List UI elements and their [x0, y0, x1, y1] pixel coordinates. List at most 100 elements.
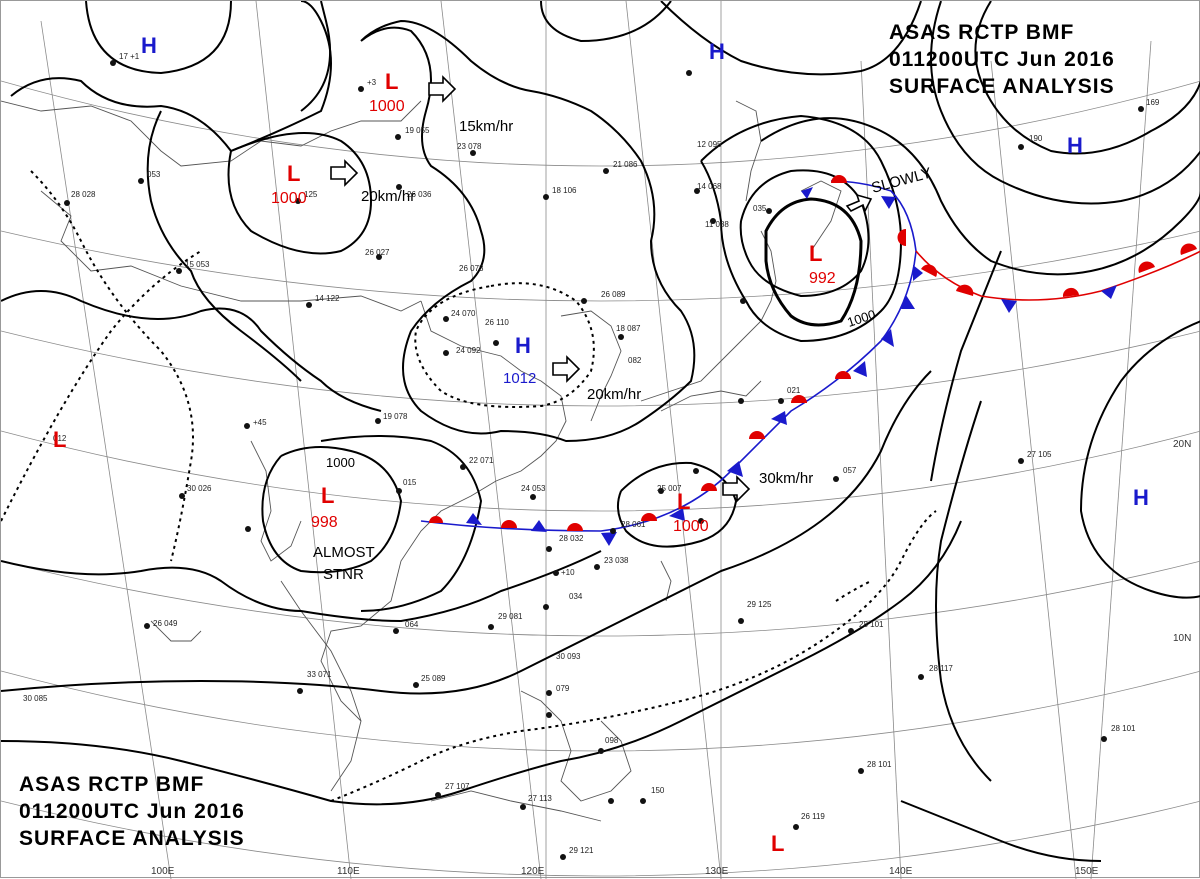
svg-text:1000: 1000 — [271, 190, 307, 207]
svg-text:190: 190 — [1029, 134, 1043, 143]
movement-label: ALMOST — [313, 544, 375, 561]
svg-text:30 085: 30 085 — [23, 694, 48, 703]
svg-text:012: 012 — [53, 434, 67, 443]
svg-text:14 122: 14 122 — [315, 294, 340, 303]
svg-text:082: 082 — [628, 356, 642, 365]
svg-text:26 027: 26 027 — [365, 248, 390, 257]
isobar-label: 1000 — [326, 455, 355, 470]
svg-text:1000: 1000 — [673, 518, 709, 535]
movement-label: 15km/hr — [459, 118, 513, 135]
svg-text:053: 053 — [147, 170, 161, 179]
movement-label: STNR — [323, 566, 364, 583]
svg-text:064: 064 — [405, 620, 419, 629]
pressure-centers: H H H H H L L L L L L L — [53, 33, 1149, 856]
header-line-3: SURFACE ANALYSIS — [889, 75, 1115, 98]
movement-label: 20km/hr — [361, 188, 415, 205]
low-center-marker: L — [809, 241, 822, 266]
svg-text:28 101: 28 101 — [867, 760, 892, 769]
svg-text:098: 098 — [605, 736, 619, 745]
svg-text:27 105: 27 105 — [1027, 450, 1052, 459]
svg-text:+3: +3 — [367, 78, 377, 87]
header-line-2: 011200UTC Jun 2016 — [889, 48, 1115, 71]
station-plots — [64, 60, 1144, 860]
graticule-labels: 100E 110E 120E 130E 140E 150E 20N 10N — [151, 439, 1191, 877]
svg-text:169: 169 — [1146, 98, 1160, 107]
longitude-label: 130E — [705, 866, 729, 877]
header-title-bottom: ASAS RCTP BMF 011200UTC Jun 2016 SURFACE… — [19, 771, 245, 852]
dashed-isobars — [1, 170, 937, 802]
svg-text:+45: +45 — [253, 418, 267, 427]
warm-front-marks — [429, 175, 1197, 531]
svg-text:14 068: 14 068 — [697, 182, 722, 191]
svg-text:1000: 1000 — [369, 98, 405, 115]
svg-text:26 073: 26 073 — [459, 264, 484, 273]
svg-text:29 081: 29 081 — [498, 612, 523, 621]
latitude-label: 20N — [1173, 439, 1191, 450]
svg-text:25 007: 25 007 — [657, 484, 682, 493]
svg-text:30 026: 30 026 — [187, 484, 212, 493]
svg-text:15 053: 15 053 — [185, 260, 210, 269]
svg-text:12 095: 12 095 — [697, 140, 722, 149]
svg-text:28 032: 28 032 — [559, 534, 584, 543]
svg-text:+10: +10 — [561, 568, 575, 577]
svg-text:035: 035 — [753, 204, 767, 213]
svg-text:27 113: 27 113 — [528, 794, 552, 803]
isobars — [1, 1, 1200, 862]
svg-text:27 107: 27 107 — [445, 782, 470, 791]
svg-text:33 071: 33 071 — [307, 670, 332, 679]
svg-text:28 028: 28 028 — [71, 190, 96, 199]
motion-arrows — [330, 75, 873, 503]
svg-text:057: 057 — [843, 466, 857, 475]
svg-text:28 101: 28 101 — [1111, 724, 1136, 733]
longitude-label: 150E — [1075, 866, 1099, 877]
svg-text:29 121: 29 121 — [569, 846, 594, 855]
movement-label: SLOWLY — [870, 165, 934, 197]
svg-text:992: 992 — [809, 270, 836, 287]
svg-text:26 036: 26 036 — [407, 190, 432, 199]
fronts-lines — [420, 180, 1200, 532]
svg-text:26 089: 26 089 — [601, 290, 626, 299]
graticule-parallels — [1, 80, 1200, 877]
svg-text:24 070: 24 070 — [451, 309, 476, 318]
high-center-marker: H — [1067, 133, 1083, 158]
svg-text:26 110: 26 110 — [485, 318, 509, 327]
movement-labels: 15km/hr 20km/hr 20km/hr 30km/hr SLOWLY A… — [313, 118, 933, 583]
svg-text:28 117: 28 117 — [929, 664, 953, 673]
cold-front-marks — [466, 187, 1117, 546]
svg-text:034: 034 — [569, 592, 583, 601]
header-line-2: 011200UTC Jun 2016 — [19, 800, 245, 823]
header-line-3: SURFACE ANALYSIS — [19, 827, 245, 850]
longitude-label: 140E — [889, 866, 913, 877]
svg-text:24 092: 24 092 — [456, 346, 481, 355]
graticule-meridians — [40, 1, 1152, 879]
svg-text:21 086: 21 086 — [613, 160, 638, 169]
svg-text:125: 125 — [304, 190, 318, 199]
low-center-marker: L — [321, 483, 334, 508]
svg-text:18 087: 18 087 — [616, 324, 641, 333]
svg-text:150: 150 — [651, 786, 665, 795]
svg-text:25 089: 25 089 — [421, 674, 446, 683]
svg-text:24 053: 24 053 — [521, 484, 546, 493]
svg-text:23 078: 23 078 — [457, 142, 482, 151]
station-numbers: 17 +1 +3 19 055 23 078 26 036 18 106 21 086… — [23, 52, 1160, 855]
svg-text:1012: 1012 — [503, 370, 536, 387]
longitude-label: 120E — [521, 866, 545, 877]
pressure-values: 1012 1000 1000 992 998 1000 — [271, 98, 836, 535]
low-center-marker: L — [677, 489, 690, 514]
svg-text:19 078: 19 078 — [383, 412, 408, 421]
svg-text:17 +1: 17 +1 — [119, 52, 140, 61]
svg-text:30 093: 30 093 — [556, 652, 581, 661]
low-center-marker: L — [771, 831, 784, 856]
low-center-marker: L — [287, 161, 300, 186]
svg-text:22 071: 22 071 — [469, 456, 494, 465]
header-line-1: ASAS RCTP BMF — [889, 21, 1075, 44]
svg-text:29 125: 29 125 — [747, 600, 772, 609]
svg-text:26 119: 26 119 — [801, 812, 825, 821]
latitude-label: 10N — [1173, 633, 1191, 644]
header-line-1: ASAS RCTP BMF — [19, 773, 205, 796]
svg-text:19 055: 19 055 — [405, 126, 430, 135]
low-center-marker: L — [385, 69, 398, 94]
low-center-marker: L — [53, 427, 66, 452]
